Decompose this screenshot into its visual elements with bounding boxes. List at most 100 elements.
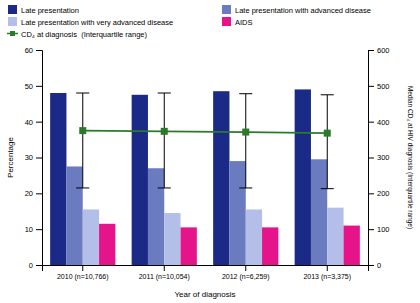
legend-item: CD₄ at diagnosis (Interquartile range)	[7, 30, 148, 39]
y-tick-label: 10	[25, 225, 33, 234]
x-tick: 2010 (n=10,766)	[57, 265, 109, 281]
y-tick-mark	[36, 229, 42, 230]
legend: Late presentationLate presentation with …	[7, 5, 371, 39]
y-tick-label: 30	[25, 153, 33, 162]
x-tick-mark	[245, 265, 246, 271]
bar	[344, 226, 360, 265]
y2-tick: 600	[368, 46, 390, 55]
x-tick-mark	[327, 265, 328, 271]
y-tick: 60	[25, 46, 42, 55]
y-tick-mark	[36, 122, 42, 123]
error-bar	[321, 95, 334, 189]
bar-series	[66, 159, 327, 265]
bar	[132, 95, 148, 265]
x-tick-label: 2010 (n=10,766)	[57, 273, 109, 281]
legend-swatch	[8, 5, 17, 14]
legend-item: Late presentation with very advanced dis…	[8, 17, 173, 27]
error-bar-stem	[82, 93, 83, 188]
y2-tick-mark	[368, 50, 374, 51]
legend-swatch	[222, 5, 231, 14]
error-bar-cap-lower	[321, 188, 334, 189]
plot: 2010 (n=10,766) 2011 (n=10,054) 2012 (n=6,…	[25, 46, 390, 281]
x-axis-line	[43, 266, 369, 272]
y-tick-mark	[36, 265, 42, 266]
y-tick: 20	[25, 189, 42, 198]
x-axis: 2010 (n=10,766) 2011 (n=10,054) 2012 (n=6,…	[43, 265, 369, 281]
x-tick-label: 2012 (n=6,259)	[222, 273, 270, 281]
y-tick-label: 0	[29, 261, 33, 270]
legend-label: Late presentation with advanced disease	[235, 6, 371, 15]
chart: 2010 (n=10,766) 2011 (n=10,054) 2012 (n=6,…	[0, 0, 420, 303]
marker	[161, 128, 168, 135]
y2-tick-mark	[368, 229, 374, 230]
y-tick: 0	[29, 261, 42, 270]
error-bar-stem	[164, 93, 165, 188]
error-bar-cap-lower	[158, 187, 171, 188]
error-bar-cap-upper	[76, 93, 89, 94]
error-bar-cap-upper	[158, 93, 171, 94]
marks	[50, 89, 360, 265]
marker	[324, 130, 331, 137]
y-tick-mark	[36, 193, 42, 194]
x-tick: 2013 (n=3,375)	[303, 265, 351, 281]
x-tick-label: 2011 (n=10,054)	[139, 273, 190, 281]
y-tick: 40	[25, 118, 42, 127]
error-bar	[239, 94, 252, 188]
y-tick-label: 60	[25, 46, 33, 55]
legend-item: Late presentation with advanced disease	[222, 5, 371, 15]
x-axis-title: Year of diagnosis	[174, 290, 235, 299]
bar	[295, 89, 311, 265]
marker	[79, 127, 86, 134]
y2-tick-label: 500	[377, 82, 390, 91]
y2-tick-mark	[368, 122, 374, 123]
legend-label: CD₄ at diagnosis (Interquartile range)	[21, 30, 148, 39]
y2-tick-mark	[368, 86, 374, 87]
y-tick: 30	[25, 153, 42, 162]
y2-tick-label: 200	[377, 189, 390, 198]
y2-axis-line	[369, 51, 375, 266]
y-tick-label: 50	[25, 82, 33, 91]
error-bar	[158, 93, 171, 188]
x-tick: 2011 (n=10,054)	[139, 265, 190, 281]
y-tick-mark	[36, 50, 42, 51]
y2-tick: 300	[368, 153, 390, 162]
y2-tick: 500	[368, 82, 390, 91]
y2-tick: 400	[368, 118, 390, 127]
y2-tick: 200	[368, 189, 390, 198]
y2-tick: 100	[368, 225, 390, 234]
y-axis: 0 10 20 30 40 50 60	[25, 46, 43, 270]
error-bar-stem	[327, 95, 328, 189]
y2-axis: 0 100 200 300 400 500 600	[368, 46, 390, 270]
bar	[246, 209, 262, 265]
line-series	[76, 93, 334, 189]
y-tick: 50	[25, 82, 42, 91]
error-bar	[76, 93, 89, 188]
bar	[181, 227, 197, 265]
marker	[242, 129, 249, 136]
bar	[99, 224, 115, 265]
y2-tick: 0	[368, 261, 381, 270]
legend-swatch	[8, 17, 17, 26]
bar-series	[99, 224, 360, 265]
bar	[311, 159, 327, 265]
error-bar-cap-upper	[239, 93, 252, 94]
legend-item: AIDS	[222, 17, 253, 27]
y2-tick-label: 400	[377, 118, 390, 127]
bar	[50, 93, 66, 265]
bar	[83, 209, 99, 265]
legend-label: AIDS	[235, 18, 253, 27]
y2-tick-label: 600	[377, 46, 390, 55]
y2-tick-mark	[368, 193, 374, 194]
error-bar-stem	[245, 94, 246, 188]
bar	[327, 208, 343, 265]
error-bar-cap-upper	[321, 94, 334, 95]
bar-series	[50, 89, 311, 265]
y2-axis-title: Median CD₄ at HIV diagnosis (Interquarti…	[406, 86, 414, 229]
y-axis-title: Percentage	[6, 136, 15, 177]
bar	[164, 213, 180, 265]
bar	[229, 161, 245, 265]
bar	[213, 91, 229, 265]
error-bar-cap-lower	[239, 187, 252, 188]
y-axis-line	[36, 51, 43, 266]
y2-tick-label: 0	[377, 261, 381, 270]
